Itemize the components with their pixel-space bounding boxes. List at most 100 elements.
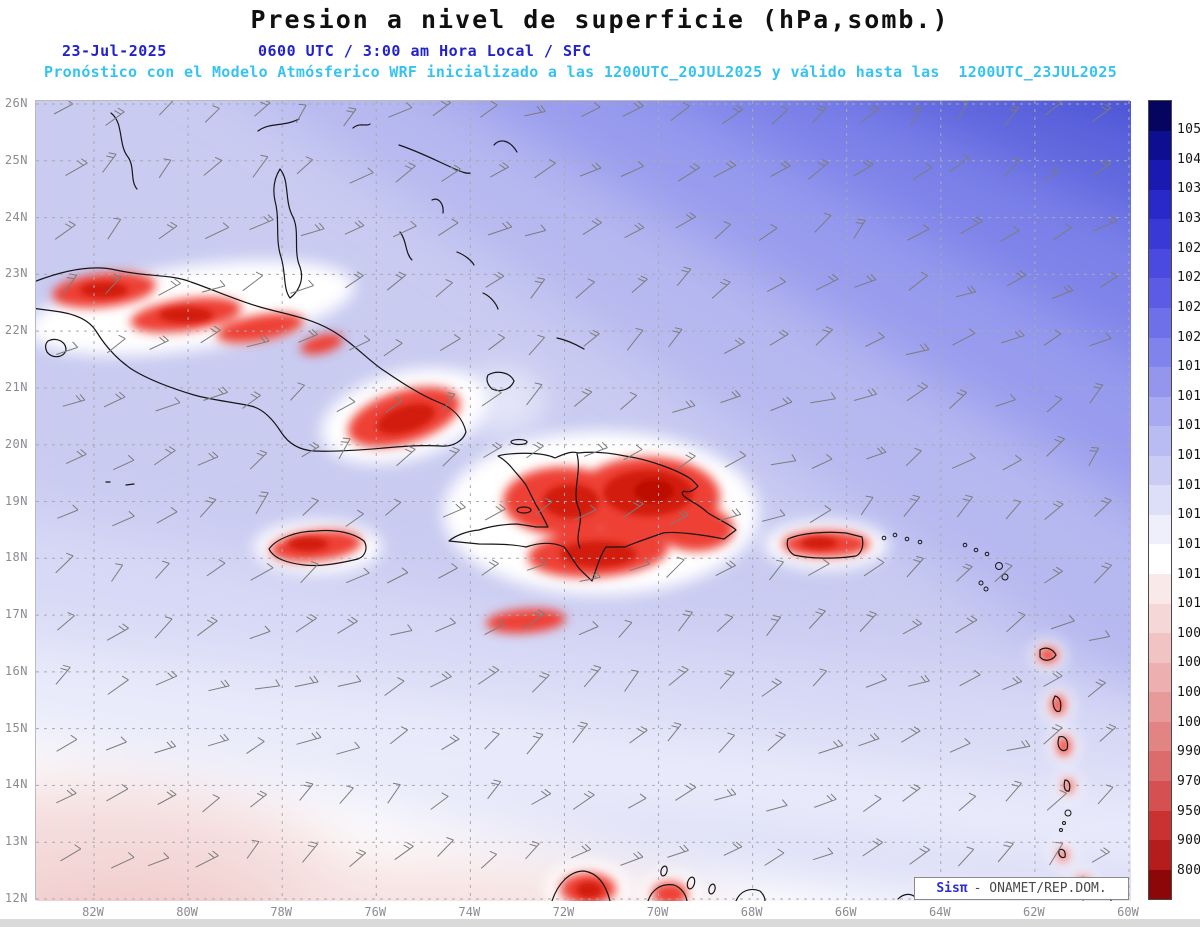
wind-barb bbox=[582, 218, 602, 236]
wind-barb bbox=[255, 491, 269, 515]
colorbar-tick-label: 1022 bbox=[1177, 299, 1200, 315]
wind-barb bbox=[199, 496, 217, 518]
colorbar-cell bbox=[1149, 160, 1171, 190]
wind-barb bbox=[1100, 271, 1118, 288]
south-america-coast bbox=[551, 870, 917, 901]
wind-barb bbox=[1043, 329, 1062, 346]
wind-barb bbox=[197, 616, 218, 637]
wind-barb bbox=[620, 391, 638, 410]
wind-barb bbox=[201, 279, 226, 293]
wind-barb bbox=[535, 497, 553, 515]
wind-barb bbox=[858, 732, 880, 747]
wind-barb bbox=[149, 335, 169, 350]
lesser-antilles bbox=[1039, 647, 1112, 901]
wind-barb bbox=[252, 154, 269, 178]
wind-barb bbox=[65, 449, 87, 465]
cayman-islands bbox=[105, 481, 135, 486]
lat-tick-label: 21N bbox=[4, 379, 28, 394]
wind-barb bbox=[720, 390, 741, 404]
wind-barb bbox=[808, 159, 829, 180]
coastlines bbox=[36, 112, 1112, 901]
lon-tick-label: 70W bbox=[646, 905, 669, 919]
colorbar-tick-label: 970 bbox=[1177, 773, 1200, 789]
wind-barb bbox=[290, 382, 305, 401]
wind-barb bbox=[62, 393, 86, 407]
wind-barb bbox=[337, 675, 362, 687]
colorbar-tick-label: 1015 bbox=[1177, 477, 1200, 493]
wind-barb bbox=[107, 675, 129, 695]
colorbar-tick-label: 1000 bbox=[1177, 714, 1200, 730]
wind-barb bbox=[295, 613, 317, 633]
wind-barb bbox=[1046, 395, 1063, 413]
colorbar-cell bbox=[1149, 574, 1171, 604]
colorbar-tick-label: 1010 bbox=[1177, 596, 1200, 612]
wind-barb bbox=[490, 162, 509, 178]
wind-barb bbox=[531, 788, 552, 805]
colorbar-cell bbox=[1149, 219, 1171, 249]
wind-barb bbox=[956, 101, 969, 120]
wind-barb bbox=[346, 567, 370, 584]
lat-tick-label: 20N bbox=[4, 436, 28, 451]
wind-barb bbox=[761, 509, 786, 522]
wind-barb bbox=[584, 441, 608, 457]
wind-barb bbox=[908, 674, 930, 687]
wind-barb bbox=[53, 101, 74, 115]
wind-barb bbox=[668, 327, 683, 348]
wind-barb bbox=[677, 610, 693, 632]
wind-barb bbox=[670, 102, 690, 121]
wind-barb bbox=[627, 793, 647, 809]
wind-barb bbox=[666, 556, 685, 578]
wind-barb bbox=[430, 671, 452, 688]
wind-barb bbox=[863, 558, 885, 577]
wind-barb bbox=[105, 273, 122, 295]
lat-tick-label: 26N bbox=[4, 96, 28, 110]
colorbar-tick-label: 1019 bbox=[1177, 359, 1200, 375]
wind-barb bbox=[1046, 435, 1065, 457]
wind-barb bbox=[298, 329, 318, 343]
wind-barb bbox=[766, 276, 786, 293]
colorbar-cell bbox=[1149, 633, 1171, 663]
colorbar-cell bbox=[1149, 692, 1171, 722]
wind-barb bbox=[812, 847, 834, 861]
hispaniola-coastline bbox=[448, 451, 737, 582]
wind-barb bbox=[302, 497, 319, 516]
wind-barb bbox=[1093, 159, 1112, 176]
wind-barb bbox=[672, 399, 696, 413]
valid-time: 0600 UTC / 3:00 am Hora Local / SFC bbox=[258, 42, 592, 60]
wind-barb bbox=[55, 552, 74, 574]
wind-barb bbox=[866, 446, 887, 460]
wind-barb bbox=[618, 619, 633, 638]
wind-barb bbox=[336, 396, 356, 413]
wind-barb bbox=[714, 221, 732, 240]
colorbar-tick-label: 1014 bbox=[1177, 507, 1200, 523]
wind-barb bbox=[437, 837, 454, 857]
wind-barb bbox=[524, 105, 546, 117]
wind-barb bbox=[250, 562, 274, 581]
wind-barb bbox=[385, 498, 402, 516]
lon-tick-label: 74W bbox=[458, 905, 481, 919]
wind-barb bbox=[147, 852, 170, 867]
wind-barb bbox=[809, 505, 832, 524]
colorbar-cell bbox=[1149, 662, 1171, 693]
wind-barb bbox=[158, 278, 181, 296]
lat-tick-label: 24N bbox=[4, 209, 28, 224]
wind-barb bbox=[156, 506, 178, 524]
wind-barb bbox=[905, 343, 930, 356]
lon-tick-label: 60W bbox=[1117, 905, 1139, 919]
wind-barb bbox=[386, 567, 409, 584]
wind-barb bbox=[54, 220, 76, 240]
wind-barb bbox=[389, 726, 409, 745]
pressure-map-svg bbox=[36, 101, 1131, 901]
wind-barb bbox=[624, 669, 639, 692]
wind-barb bbox=[770, 454, 797, 466]
wind-barb bbox=[1052, 223, 1072, 241]
wind-barb bbox=[302, 841, 319, 863]
wind-barb bbox=[675, 211, 696, 229]
wind-barb bbox=[949, 153, 970, 173]
wind-barb bbox=[106, 623, 129, 641]
wind-barb bbox=[1044, 500, 1064, 520]
wind-barb bbox=[573, 388, 593, 407]
wind-barb bbox=[1000, 225, 1020, 242]
gonave-island bbox=[516, 506, 532, 514]
wind-barb bbox=[442, 446, 460, 467]
